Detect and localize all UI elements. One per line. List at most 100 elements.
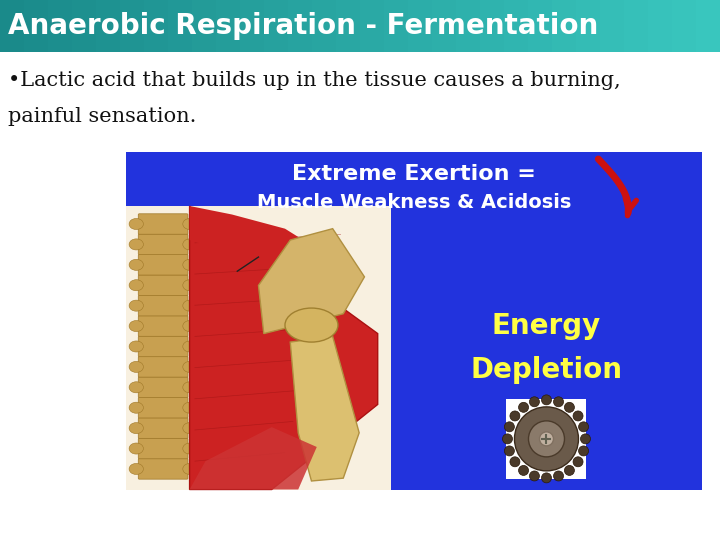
Ellipse shape — [129, 423, 143, 434]
Bar — [528, 0, 552, 52]
Ellipse shape — [129, 463, 143, 475]
Ellipse shape — [183, 382, 197, 393]
Circle shape — [539, 432, 554, 446]
Ellipse shape — [183, 443, 197, 454]
Ellipse shape — [183, 402, 197, 413]
FancyBboxPatch shape — [138, 377, 188, 397]
Polygon shape — [189, 206, 317, 268]
Bar — [480, 0, 504, 52]
Text: Extreme Exertion =: Extreme Exertion = — [292, 164, 536, 184]
Bar — [24, 0, 48, 52]
Bar — [576, 0, 600, 52]
Ellipse shape — [183, 259, 197, 271]
Bar — [216, 0, 240, 52]
Ellipse shape — [129, 443, 143, 454]
Ellipse shape — [129, 382, 143, 393]
Bar — [506, 399, 587, 479]
Bar — [192, 0, 216, 52]
Bar — [312, 0, 336, 52]
Circle shape — [529, 397, 539, 407]
Bar — [648, 0, 672, 52]
Circle shape — [580, 434, 590, 444]
Text: Energy: Energy — [492, 312, 601, 340]
Circle shape — [573, 457, 583, 467]
Bar — [336, 0, 360, 52]
Ellipse shape — [183, 423, 197, 434]
Polygon shape — [189, 427, 317, 489]
Circle shape — [510, 411, 520, 421]
Polygon shape — [189, 206, 378, 489]
Circle shape — [554, 397, 564, 407]
FancyBboxPatch shape — [138, 397, 188, 418]
FancyBboxPatch shape — [138, 418, 188, 438]
Ellipse shape — [183, 280, 197, 291]
FancyBboxPatch shape — [138, 316, 188, 336]
Bar — [144, 0, 168, 52]
Ellipse shape — [129, 239, 143, 250]
Circle shape — [529, 471, 539, 481]
Bar — [504, 0, 528, 52]
Bar — [264, 0, 288, 52]
Ellipse shape — [183, 239, 197, 250]
Ellipse shape — [183, 321, 197, 332]
Circle shape — [518, 402, 528, 413]
FancyBboxPatch shape — [138, 459, 188, 479]
Bar — [0, 0, 24, 52]
Circle shape — [541, 473, 552, 483]
Ellipse shape — [183, 219, 197, 230]
Circle shape — [564, 465, 575, 475]
Bar — [360, 0, 384, 52]
FancyBboxPatch shape — [138, 214, 188, 234]
FancyBboxPatch shape — [138, 336, 188, 357]
Circle shape — [510, 457, 520, 467]
Bar — [456, 0, 480, 52]
FancyBboxPatch shape — [138, 234, 188, 255]
Ellipse shape — [183, 300, 197, 311]
Bar — [240, 0, 264, 52]
Circle shape — [528, 421, 564, 457]
Bar — [120, 0, 144, 52]
Bar — [624, 0, 648, 52]
Bar — [168, 0, 192, 52]
Circle shape — [505, 446, 514, 456]
Ellipse shape — [285, 308, 338, 342]
FancyBboxPatch shape — [138, 255, 188, 275]
Circle shape — [579, 422, 588, 432]
Bar — [96, 0, 120, 52]
Circle shape — [503, 434, 513, 444]
Ellipse shape — [129, 341, 143, 352]
Ellipse shape — [183, 361, 197, 373]
Text: Muscle Weakness & Acidosis: Muscle Weakness & Acidosis — [257, 192, 571, 212]
Circle shape — [573, 411, 583, 421]
Circle shape — [554, 471, 564, 481]
Ellipse shape — [129, 402, 143, 413]
Circle shape — [515, 407, 578, 471]
Text: painful sensation.: painful sensation. — [8, 107, 197, 126]
Ellipse shape — [129, 321, 143, 332]
Text: •Lactic acid that builds up in the tissue causes a burning,: •Lactic acid that builds up in the tissu… — [8, 71, 621, 90]
Ellipse shape — [129, 259, 143, 271]
Ellipse shape — [129, 361, 143, 373]
Bar — [384, 0, 408, 52]
Ellipse shape — [183, 341, 197, 352]
Circle shape — [518, 465, 528, 475]
Text: Depletion: Depletion — [470, 356, 623, 384]
FancyBboxPatch shape — [138, 275, 188, 295]
Polygon shape — [258, 228, 364, 334]
Circle shape — [564, 402, 575, 413]
FancyBboxPatch shape — [138, 357, 188, 377]
Circle shape — [505, 422, 514, 432]
Bar — [126, 152, 702, 489]
Ellipse shape — [129, 300, 143, 311]
Circle shape — [579, 446, 588, 456]
FancyBboxPatch shape — [138, 438, 188, 459]
Circle shape — [541, 395, 552, 405]
Bar — [552, 0, 576, 52]
Ellipse shape — [129, 280, 143, 291]
Bar — [672, 0, 696, 52]
Bar — [288, 0, 312, 52]
Bar — [432, 0, 456, 52]
Bar — [408, 0, 432, 52]
Bar — [48, 0, 72, 52]
Bar — [72, 0, 96, 52]
